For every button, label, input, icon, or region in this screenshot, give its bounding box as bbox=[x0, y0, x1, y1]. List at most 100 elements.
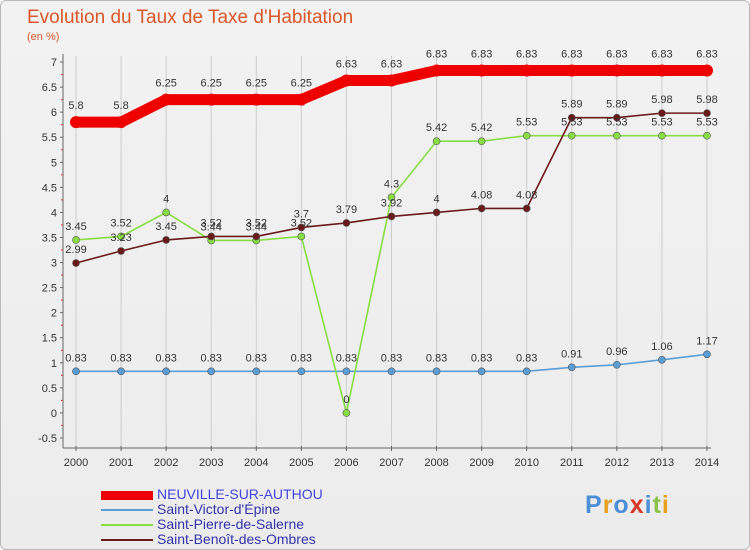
data-label: 1.17 bbox=[696, 335, 717, 347]
y-tick-label: 6 bbox=[51, 107, 57, 119]
data-label: 3.52 bbox=[291, 217, 312, 229]
data-point bbox=[117, 247, 125, 255]
data-point bbox=[701, 64, 713, 77]
data-label: 6.63 bbox=[381, 59, 402, 71]
data-label: 0.83 bbox=[291, 352, 312, 364]
data-point bbox=[340, 74, 353, 87]
data-point bbox=[162, 236, 170, 244]
data-label: 0.83 bbox=[65, 352, 86, 364]
y-tick-label: 3 bbox=[51, 258, 57, 270]
y-tick-label: 1 bbox=[51, 358, 57, 370]
x-tick-label: 2000 bbox=[64, 457, 88, 469]
x-tick-label: 2002 bbox=[154, 457, 178, 469]
data-point bbox=[72, 236, 80, 244]
x-tick-label: 2005 bbox=[289, 457, 313, 469]
x-tick-label: 2003 bbox=[199, 457, 223, 469]
data-label: 4.08 bbox=[516, 189, 537, 201]
data-label: 0.83 bbox=[471, 352, 492, 364]
data-label: 0.83 bbox=[246, 352, 267, 364]
x-tick-label: 2007 bbox=[379, 457, 403, 469]
data-point bbox=[72, 259, 80, 267]
data-point bbox=[162, 208, 170, 217]
legend-swatch bbox=[101, 524, 153, 526]
data-point bbox=[475, 64, 488, 77]
data-point bbox=[342, 367, 351, 376]
data-point bbox=[162, 367, 170, 376]
data-labels: 0.83 0.83 0.83 0.83 0.83 0.83 0.83 0.83 0.83 0.83… bbox=[65, 49, 717, 406]
data-label: 0.83 bbox=[426, 352, 447, 364]
legend-swatch bbox=[101, 509, 153, 511]
data-label: 4 bbox=[434, 193, 440, 205]
data-label: 3.52 bbox=[201, 217, 222, 229]
data-label: 6.25 bbox=[291, 78, 312, 90]
y-tick-label: 7 bbox=[51, 57, 57, 69]
data-point bbox=[342, 219, 351, 227]
legend-swatch bbox=[101, 490, 153, 500]
data-label: 6.25 bbox=[201, 78, 222, 90]
legend-swatch bbox=[101, 539, 153, 541]
data-label: 6.83 bbox=[426, 49, 447, 61]
data-label: 3.23 bbox=[110, 232, 131, 244]
data-label: 4.3 bbox=[384, 178, 399, 190]
data-label: 6.63 bbox=[336, 59, 357, 71]
data-label: 6.83 bbox=[471, 49, 492, 61]
chart-subtitle: (en %) bbox=[27, 31, 60, 43]
data-point bbox=[252, 367, 261, 376]
chart-title: Evolution du Taux de Taxe d'Habitation bbox=[27, 7, 354, 28]
data-point bbox=[117, 232, 125, 241]
y-tick-label: 4 bbox=[51, 207, 57, 219]
data-label: 5.53 bbox=[561, 117, 582, 129]
y-tick-label: 0 bbox=[51, 408, 57, 420]
data-label: 5.53 bbox=[606, 117, 627, 129]
data-label: 5.8 bbox=[113, 100, 128, 112]
data-point bbox=[115, 116, 128, 129]
data-point bbox=[432, 208, 441, 217]
data-label: 5.98 bbox=[651, 94, 672, 106]
data-point bbox=[70, 116, 82, 129]
logo-letter: i bbox=[661, 491, 670, 519]
data-label: 0.83 bbox=[516, 352, 537, 364]
x-tick-label: 2014 bbox=[695, 457, 719, 469]
x-tick-label: 2006 bbox=[334, 457, 358, 469]
legend-label: Saint-Pierre-de-Salerne bbox=[157, 516, 305, 532]
data-label: 3.44 bbox=[246, 221, 267, 233]
x-tick-label: 2011 bbox=[560, 457, 584, 469]
data-label: 0.96 bbox=[606, 346, 627, 358]
y-tick-label: -0.5 bbox=[38, 433, 57, 445]
logo-letter: r bbox=[602, 491, 614, 519]
data-point bbox=[160, 93, 173, 106]
data-label: 5.53 bbox=[651, 117, 672, 129]
logo-letter: P bbox=[585, 491, 603, 519]
legend-label: NEUVILLE-SUR-AUTHOU bbox=[157, 486, 323, 502]
data-point bbox=[477, 204, 486, 213]
data-point bbox=[297, 223, 306, 232]
data-point bbox=[520, 64, 533, 77]
data-label: 4 bbox=[163, 193, 169, 205]
data-point bbox=[522, 367, 531, 376]
data-label: 3.7 bbox=[294, 208, 309, 220]
y-tick-label: 2.5 bbox=[42, 283, 57, 295]
data-point bbox=[477, 137, 486, 146]
data-label: 0.83 bbox=[201, 352, 222, 364]
series-group bbox=[70, 64, 713, 417]
data-label: 6.83 bbox=[606, 49, 627, 61]
data-point bbox=[658, 109, 666, 117]
proxiti-logo: Proxiti bbox=[585, 491, 670, 520]
data-label: 3.52 bbox=[110, 217, 131, 229]
data-point bbox=[658, 355, 666, 364]
y-tick-label: 1.5 bbox=[42, 333, 57, 345]
data-point bbox=[297, 232, 306, 241]
data-label: 0 bbox=[343, 394, 349, 406]
data-point bbox=[432, 137, 441, 146]
data-point bbox=[432, 367, 441, 376]
data-label: 5.53 bbox=[516, 117, 537, 129]
data-label: 6.25 bbox=[246, 78, 267, 90]
x-tick-label: 2009 bbox=[469, 457, 493, 469]
x-tick-label: 2013 bbox=[650, 457, 674, 469]
y-tick-label: 0.5 bbox=[42, 383, 57, 395]
data-label: 3.45 bbox=[155, 221, 176, 233]
data-label: 0.83 bbox=[110, 352, 131, 364]
data-point bbox=[297, 367, 306, 376]
